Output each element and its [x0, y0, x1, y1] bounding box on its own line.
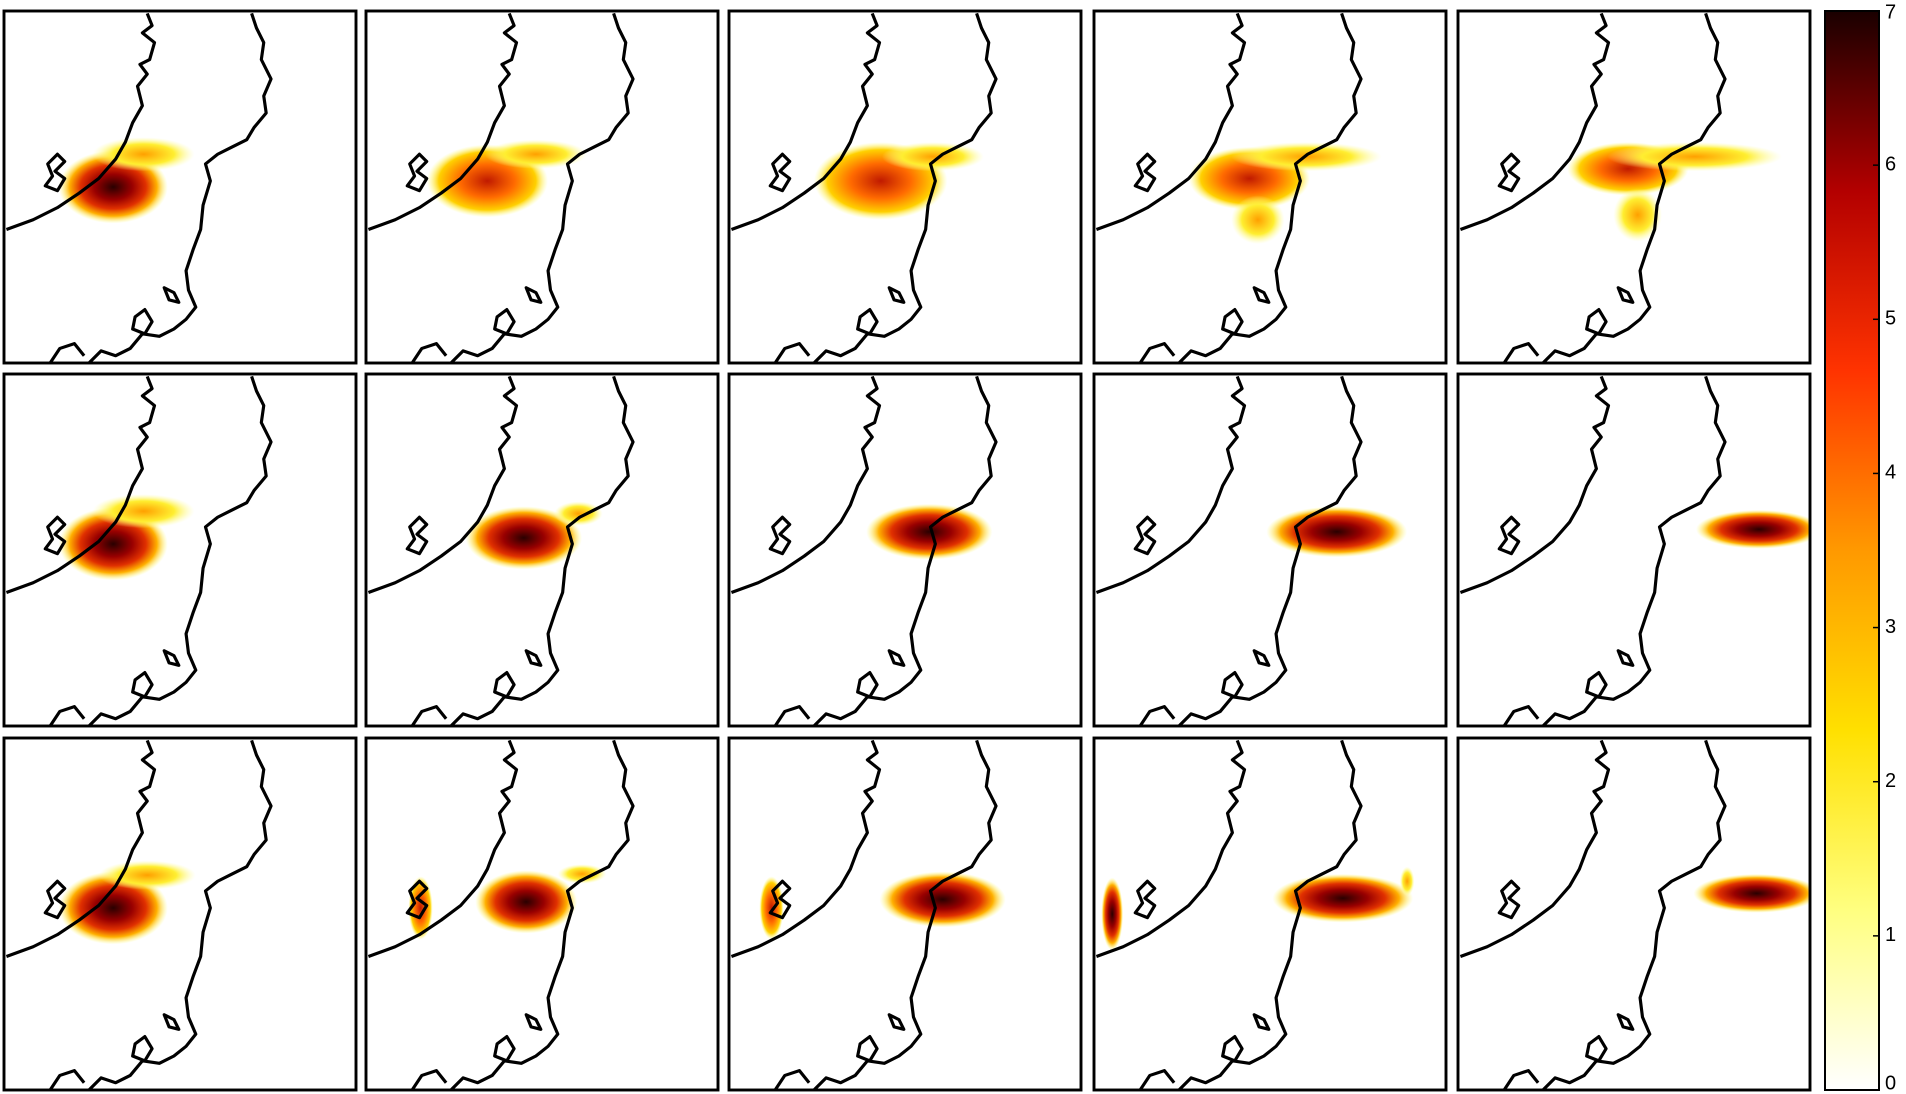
colorbar-tick-label: 2: [1885, 770, 1896, 792]
plume: [465, 506, 583, 570]
panel-frame: [364, 372, 720, 728]
map-panels: [2, 9, 1812, 1092]
plume: [475, 870, 578, 934]
panel-content: [4, 374, 273, 727]
panel-frame: [2, 372, 358, 728]
plume: [1607, 142, 1783, 172]
map-panel: [364, 736, 720, 1092]
plume: [92, 494, 195, 529]
panel-content: [729, 738, 1006, 1091]
map-panel: [2, 9, 358, 365]
plume: [554, 501, 603, 526]
panel-frame: [1456, 9, 1812, 365]
map-panel: [1456, 372, 1812, 728]
panel-content: [729, 11, 998, 364]
panel-content: [729, 374, 998, 727]
plume: [1272, 873, 1414, 923]
map-panel: [364, 9, 720, 365]
plume: [557, 864, 607, 884]
coastline: [1458, 374, 1727, 727]
panel-content: [366, 11, 635, 364]
colorbar-tick-label: 3: [1885, 616, 1896, 638]
panel-content: [4, 11, 273, 364]
plume: [1399, 866, 1415, 896]
panel-frame: [727, 736, 1083, 1092]
map-panel: [2, 372, 358, 728]
panel-frame: [364, 9, 720, 365]
map-panel: [364, 372, 720, 728]
panel-content: [366, 374, 635, 727]
colorbar-fill: [1824, 10, 1880, 1091]
colorbar: 0 1 2 3 4 5 6 7: [1824, 1, 1896, 1094]
plume: [484, 139, 587, 169]
panel-frame: [1092, 9, 1448, 365]
map-panel: [727, 9, 1083, 365]
colorbar-tick-label: 4: [1885, 462, 1896, 484]
panel-frame: [2, 736, 358, 1092]
panel-content: [1094, 738, 1415, 1091]
map-panel: [1456, 736, 1812, 1092]
colorbar-tick-label: 6: [1885, 153, 1896, 175]
plume: [1231, 195, 1285, 245]
plume: [1693, 873, 1811, 913]
colorbar-tick-label: 0: [1885, 1072, 1896, 1094]
plume: [58, 871, 168, 945]
panel-content: [1094, 11, 1382, 364]
coastline: [1458, 738, 1727, 1091]
panel-content: [1458, 374, 1811, 727]
panel-frame: [727, 9, 1083, 365]
map-panel: [727, 372, 1083, 728]
colorbar-tick-label: 1: [1885, 924, 1896, 946]
panel-content: [1458, 738, 1811, 1091]
map-panel: [1092, 372, 1448, 728]
plume: [1695, 509, 1811, 549]
plume: [759, 876, 784, 940]
panel-content: [1094, 374, 1408, 727]
panel-frame: [2, 9, 358, 365]
plume: [98, 860, 196, 890]
colorbar-tick-label: 7: [1885, 1, 1896, 23]
panel-frame: [1092, 372, 1448, 728]
plume: [1101, 877, 1124, 951]
panel-content: [4, 738, 273, 1091]
panel-content: [1458, 11, 1783, 364]
plume: [881, 142, 984, 172]
panel-content: [366, 738, 635, 1091]
plume: [866, 503, 993, 560]
map-panel: [1092, 736, 1448, 1092]
panel-frame: [1456, 372, 1812, 728]
panel-frame: [727, 372, 1083, 728]
colorbar-tick-label: 5: [1885, 308, 1896, 330]
panel-frame: [1092, 736, 1448, 1092]
plume: [408, 876, 433, 940]
map-panel: [1092, 9, 1448, 365]
plume: [879, 871, 1006, 928]
map-panel: [2, 736, 358, 1092]
panel-frame: [1456, 736, 1812, 1092]
plume: [1266, 506, 1408, 558]
map-panel: [727, 736, 1083, 1092]
map-panel: [1456, 9, 1812, 365]
plume: [92, 137, 195, 172]
panel-frame: [364, 736, 720, 1092]
plume: [1613, 188, 1662, 242]
